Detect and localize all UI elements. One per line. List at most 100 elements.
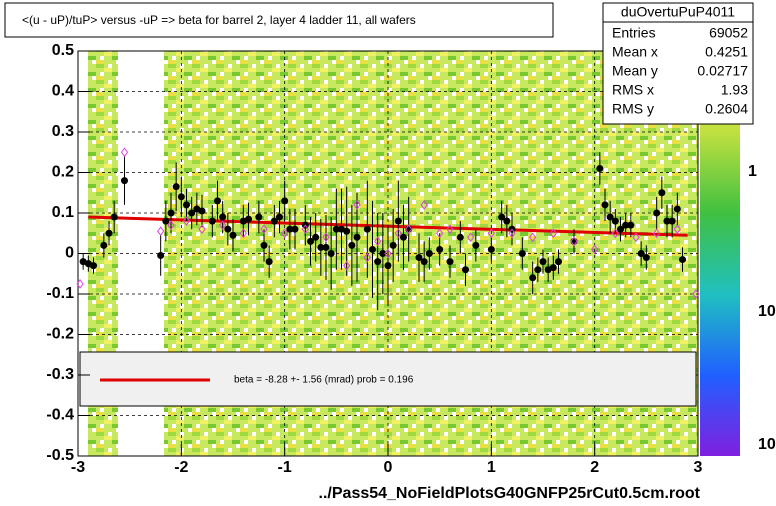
data-point: [518, 250, 526, 257]
data-point: [183, 201, 190, 209]
data-point: [549, 264, 557, 272]
diamond-point: [673, 224, 681, 235]
data-point: [121, 177, 128, 185]
diamond-point: [549, 228, 557, 239]
legend-text: beta = -8.28 +- 1.56 (mrad) prob = 0.196: [234, 375, 414, 386]
data-point: [617, 225, 624, 233]
stats-label: RMS x: [612, 82, 654, 98]
data-point: [276, 213, 283, 221]
diamond-point: [692, 289, 700, 299]
data-point: [260, 241, 268, 249]
data-point: [105, 229, 113, 237]
stats-value: 1.93: [721, 82, 748, 98]
y-tick-label: -0.4: [46, 407, 74, 424]
z-tick-label: 10: [758, 436, 776, 453]
data-point: [157, 252, 165, 260]
stats-box: [602, 2, 754, 125]
diamond-point: [529, 232, 537, 243]
stats-value: 0.4251: [705, 44, 748, 60]
data-point: [596, 164, 604, 172]
data-point: [503, 217, 511, 225]
data-point: [90, 262, 97, 270]
diamond-point: [632, 232, 640, 243]
y-tick-label: 0.1: [52, 204, 74, 221]
data-point: [673, 205, 681, 213]
data-point: [627, 221, 635, 229]
data-point: [529, 274, 537, 282]
data-point: [420, 258, 428, 266]
data-point: [653, 209, 661, 217]
x-tick-label: 0: [384, 459, 393, 476]
data-point: [555, 258, 562, 266]
stats-value: 69052: [709, 25, 748, 41]
stats-value: 0.2604: [705, 101, 748, 117]
data-point: [332, 225, 340, 233]
data-point: [270, 217, 278, 225]
data-point: [255, 213, 263, 221]
diamond-point: [157, 226, 165, 237]
diamond-point: [436, 228, 444, 239]
data-point: [606, 213, 614, 221]
data-point: [436, 245, 444, 253]
y-tick-label: -0.1: [46, 285, 74, 302]
y-tick-label: 0.4: [52, 83, 74, 100]
stats-label: Mean y: [612, 63, 658, 79]
title-box: [4, 2, 554, 38]
diamond-point: [343, 260, 351, 271]
diamond-point: [374, 236, 382, 247]
data-point: [198, 207, 206, 215]
data-point: [219, 213, 227, 221]
diamond-point: [198, 224, 206, 235]
data-point: [487, 245, 495, 253]
data-point: [312, 233, 320, 241]
diamond-point: [420, 200, 428, 210]
data-point: [379, 250, 387, 257]
x-tick-label: -1: [278, 459, 292, 476]
z-tick-label: 1: [748, 163, 757, 180]
data-point: [415, 254, 423, 262]
data-point: [317, 243, 325, 251]
data-point: [384, 262, 392, 270]
data-point: [456, 233, 464, 241]
diamond-point: [508, 228, 516, 239]
data-point: [224, 225, 232, 233]
data-point: [162, 217, 170, 225]
data-point: [622, 221, 630, 229]
diamond-point: [611, 228, 619, 239]
diamond-point: [219, 220, 227, 230]
data-point: [245, 215, 252, 223]
stats-label: RMS y: [612, 101, 654, 117]
z-tick-label: 10: [758, 303, 776, 320]
diamond-point: [182, 216, 191, 226]
data-point: [265, 258, 273, 266]
data-point: [353, 233, 361, 241]
data-point: [327, 250, 335, 257]
data-point: [658, 189, 666, 197]
diamond-point: [446, 224, 454, 235]
data-point: [291, 225, 299, 233]
diamond-point: [301, 224, 309, 235]
stats-value: 0.02717: [697, 63, 748, 79]
diamond-point: [394, 228, 402, 239]
data-point: [389, 241, 397, 249]
stats-label: Mean x: [612, 44, 658, 60]
data-point: [637, 250, 645, 257]
data-point: [343, 227, 351, 235]
data-point: [172, 183, 180, 191]
y-tick-label: 0.2: [52, 164, 74, 181]
diamond-point: [239, 228, 247, 239]
data-point: [446, 258, 454, 266]
data-point: [498, 213, 506, 221]
diamond-point: [467, 232, 475, 243]
x-tick-label: 1: [487, 459, 496, 476]
x-tick-label: -3: [71, 459, 85, 476]
data-point: [679, 256, 686, 264]
diamond-point: [120, 147, 129, 158]
y-tick-label: 0.3: [52, 123, 74, 140]
chart-title: <(u - uP)/tuP> versus -uP => beta for ba…: [22, 13, 416, 27]
diamond-point: [591, 244, 599, 255]
y-tick-label: -0.3: [46, 366, 74, 383]
diamond-point: [76, 279, 84, 289]
data-point: [642, 254, 650, 262]
